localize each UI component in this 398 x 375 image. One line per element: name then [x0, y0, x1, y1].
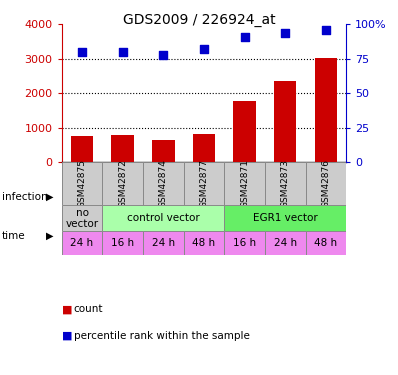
Bar	[224, 231, 265, 255]
Text: GSM42874: GSM42874	[159, 159, 168, 208]
Point	[119, 49, 126, 55]
Text: 24 h: 24 h	[152, 238, 175, 248]
Point	[323, 27, 329, 33]
Text: GSM42877: GSM42877	[199, 159, 209, 209]
Bar	[265, 231, 306, 255]
Text: ■: ■	[62, 331, 72, 340]
Bar	[62, 231, 102, 255]
Text: no
vector: no vector	[65, 207, 99, 229]
Text: ▶: ▶	[46, 231, 53, 241]
Text: ▶: ▶	[46, 192, 53, 202]
Text: control vector: control vector	[127, 213, 200, 223]
Text: GSM42871: GSM42871	[240, 159, 249, 209]
Bar	[306, 162, 346, 206]
Bar	[183, 231, 224, 255]
Bar	[71, 136, 93, 162]
Point	[160, 52, 166, 58]
Point	[282, 30, 289, 36]
Text: ■: ■	[62, 304, 72, 314]
Text: 48 h: 48 h	[192, 238, 216, 248]
Bar	[234, 101, 256, 162]
Bar	[224, 162, 265, 206]
Text: infection: infection	[2, 192, 48, 202]
Text: 24 h: 24 h	[274, 238, 297, 248]
Bar	[62, 206, 102, 231]
Text: GSM42873: GSM42873	[281, 159, 290, 209]
Bar	[306, 231, 346, 255]
Bar	[143, 162, 183, 206]
Bar	[274, 81, 297, 162]
Bar	[315, 58, 337, 162]
Text: count: count	[74, 304, 103, 314]
Bar	[102, 231, 143, 255]
Text: GSM42875: GSM42875	[78, 159, 86, 209]
Point	[79, 49, 85, 55]
Point	[242, 34, 248, 40]
Bar	[193, 134, 215, 162]
Text: 24 h: 24 h	[70, 238, 94, 248]
Bar	[143, 231, 183, 255]
Text: time: time	[2, 231, 25, 241]
Bar	[152, 140, 174, 162]
Bar	[102, 162, 143, 206]
Bar	[183, 162, 224, 206]
Bar	[224, 206, 346, 231]
Text: 16 h: 16 h	[111, 238, 134, 248]
Text: 16 h: 16 h	[233, 238, 256, 248]
Text: GSM42876: GSM42876	[322, 159, 330, 209]
Text: GDS2009 / 226924_at: GDS2009 / 226924_at	[123, 13, 275, 27]
Bar	[102, 206, 224, 231]
Bar	[111, 135, 134, 162]
Bar	[265, 162, 306, 206]
Text: 48 h: 48 h	[314, 238, 338, 248]
Point	[201, 46, 207, 52]
Bar	[62, 162, 102, 206]
Text: percentile rank within the sample: percentile rank within the sample	[74, 331, 250, 340]
Text: EGR1 vector: EGR1 vector	[253, 213, 318, 223]
Text: GSM42872: GSM42872	[118, 159, 127, 208]
